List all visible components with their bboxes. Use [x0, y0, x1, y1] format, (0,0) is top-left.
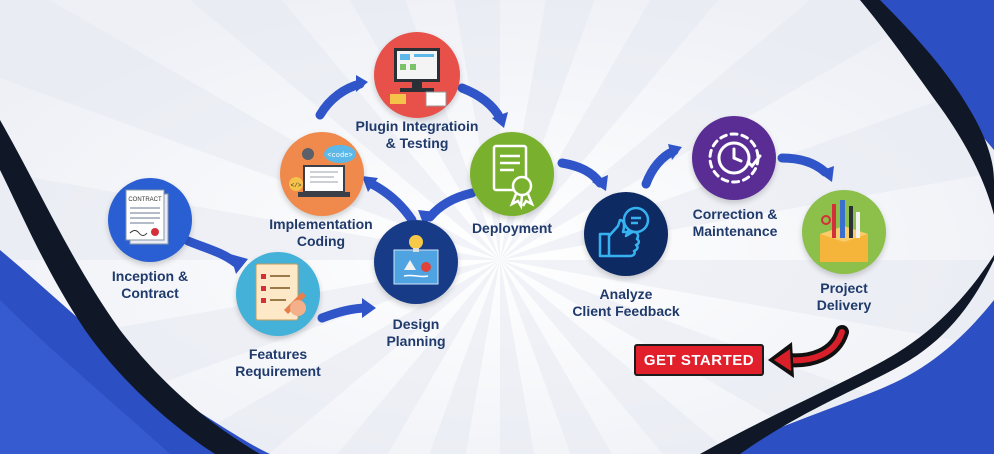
background-ray [429, 260, 500, 454]
background-ray [500, 260, 535, 454]
implementation-coding-label: Implementation Coding [269, 216, 373, 249]
background-ray [500, 260, 613, 454]
project-delivery-label: Project Delivery [816, 280, 872, 313]
correction-maintenance-circle [692, 116, 776, 200]
monitor-plugin-icon [390, 48, 447, 107]
arrow-heads [230, 75, 834, 318]
client-feedback-circle [584, 192, 668, 276]
svg-text:CONTRACT: CONTRACT [128, 197, 162, 203]
project-delivery-circle [802, 190, 886, 274]
plugin-testing-circle [374, 32, 460, 118]
background-ray [500, 260, 732, 454]
design-planning-circle [374, 220, 458, 304]
svg-text:</>: </> [291, 182, 302, 189]
inception-contract-circle: CONTRACT [108, 178, 192, 262]
certificate-icon [492, 144, 535, 210]
svg-text:<code>: <code> [327, 152, 352, 160]
background-ray [337, 260, 500, 454]
implementation-coding-circle: <code> </> [280, 132, 364, 216]
background-ray [163, 260, 500, 454]
design-planning-label: Design Planning [386, 316, 446, 349]
clock-check-icon [708, 132, 762, 184]
plugin-testing-label: Plugin Integratioin & Testing [355, 118, 479, 151]
client-feedback-label: Analyze Client Feedback [572, 286, 680, 319]
background-ray [500, 0, 719, 260]
get-started-button[interactable]: GET STARTED [634, 344, 764, 376]
blueprint-icon [393, 235, 439, 285]
features-requirement-circle [236, 252, 320, 336]
features-requirement-label: Features Requirement [235, 346, 321, 379]
correction-maintenance-label: Correction & Maintenance [692, 206, 778, 239]
thumbs-up-feedback-icon [598, 206, 650, 258]
deployment-circle [470, 132, 554, 216]
contract-icon: CONTRACT [125, 189, 169, 245]
laptop-code-icon: <code> </> [289, 145, 356, 197]
inception-contract-label: Inception & Contract [111, 268, 189, 301]
background-ray [500, 260, 994, 348]
deployment-label: Deployment [471, 220, 553, 236]
background-ray [0, 0, 500, 260]
background-ray [190, 0, 500, 260]
checklist-icon [255, 263, 306, 321]
delivery-box-icon [820, 200, 868, 262]
